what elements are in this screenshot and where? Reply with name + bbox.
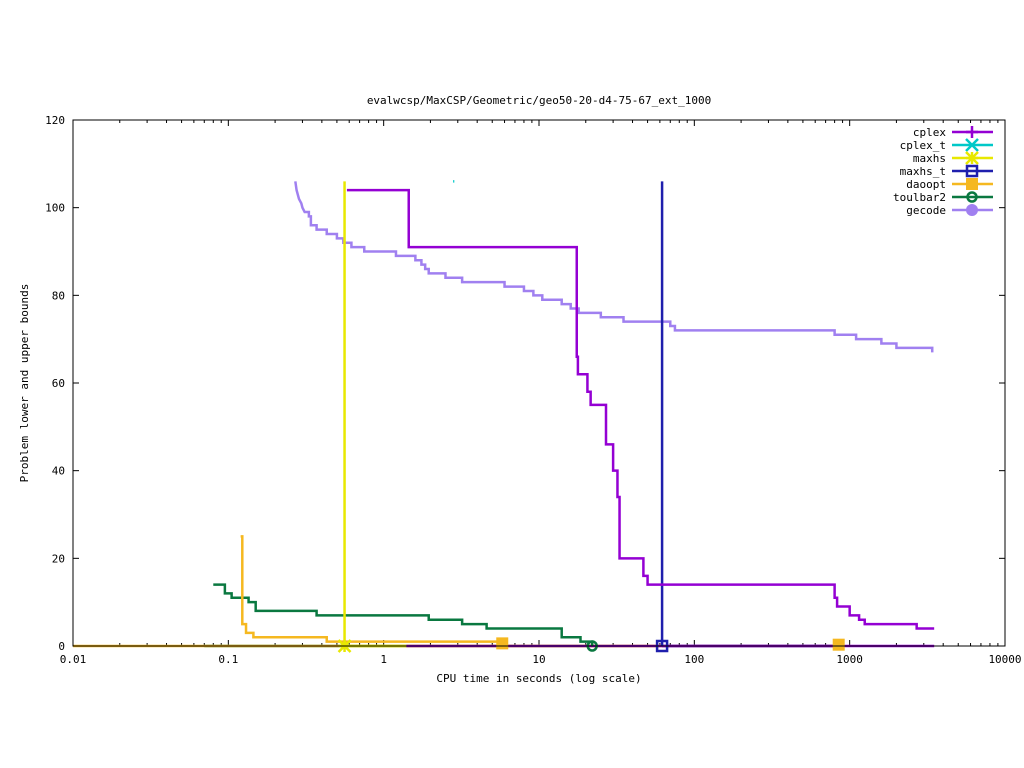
legend: cplexcplex_tmaxhsmaxhs_tdaoopttoulbar2ge… bbox=[893, 126, 993, 217]
legend-marker-maxhs-t bbox=[965, 164, 979, 178]
x-tick-label: 0.1 bbox=[218, 653, 238, 666]
plot-area bbox=[73, 180, 935, 653]
series-daoopt-upper-line bbox=[240, 535, 503, 643]
x-tick-label: 1 bbox=[380, 653, 387, 666]
series-cplex-upper-line bbox=[346, 188, 935, 630]
legend-marker-toulbar2 bbox=[966, 191, 978, 203]
legend-marker-gecode bbox=[966, 204, 978, 216]
legend-label-cplex-t: cplex_t bbox=[900, 139, 946, 152]
legend-label-gecode: gecode bbox=[906, 204, 946, 217]
y-tick-label: 120 bbox=[45, 114, 65, 127]
x-tick-label: 100 bbox=[684, 653, 704, 666]
x-tick-label: 0.01 bbox=[60, 653, 87, 666]
legend-marker-daoopt bbox=[966, 178, 978, 190]
legend-label-maxhs-t: maxhs_t bbox=[900, 165, 946, 178]
y-tick-label: 80 bbox=[52, 289, 65, 302]
x-axis-label: CPU time in seconds (log scale) bbox=[436, 672, 641, 685]
x-tick-label: 10000 bbox=[988, 653, 1021, 666]
legend-marker-maxhs bbox=[965, 151, 979, 165]
chart-title: evalwcsp/MaxCSP/Geometric/geo50-20-d4-75… bbox=[367, 94, 711, 107]
legend-marker-cplex bbox=[966, 126, 978, 138]
y-axis-label: Problem lower and upper bounds bbox=[18, 284, 31, 483]
legend-label-daoopt: daoopt bbox=[906, 178, 946, 191]
legend-marker-cplex-t bbox=[965, 138, 979, 152]
x-tick-label: 10 bbox=[532, 653, 545, 666]
legend-label-toulbar2: toulbar2 bbox=[893, 191, 946, 204]
y-tick-label: 100 bbox=[45, 202, 65, 215]
x-tick-label: 1000 bbox=[836, 653, 863, 666]
series-gecode-upper-line bbox=[294, 181, 934, 353]
series-toulbar2-upper-line bbox=[213, 583, 594, 646]
y-tick-label: 40 bbox=[52, 465, 65, 478]
y-tick-label: 20 bbox=[52, 552, 65, 565]
legend-label-maxhs: maxhs bbox=[913, 152, 946, 165]
series-daoopt-point bbox=[832, 638, 845, 651]
series-daoopt-point bbox=[496, 637, 509, 650]
plot-frame bbox=[72, 119, 1006, 647]
y-tick-label: 60 bbox=[52, 377, 65, 390]
y-tick-label: 0 bbox=[58, 640, 65, 653]
legend-label-cplex: cplex bbox=[913, 126, 946, 139]
axis-ticks: 0 20 40 60 80 100 120 0.01 0.1 1 10 100 1000 10000 bbox=[45, 114, 1021, 666]
